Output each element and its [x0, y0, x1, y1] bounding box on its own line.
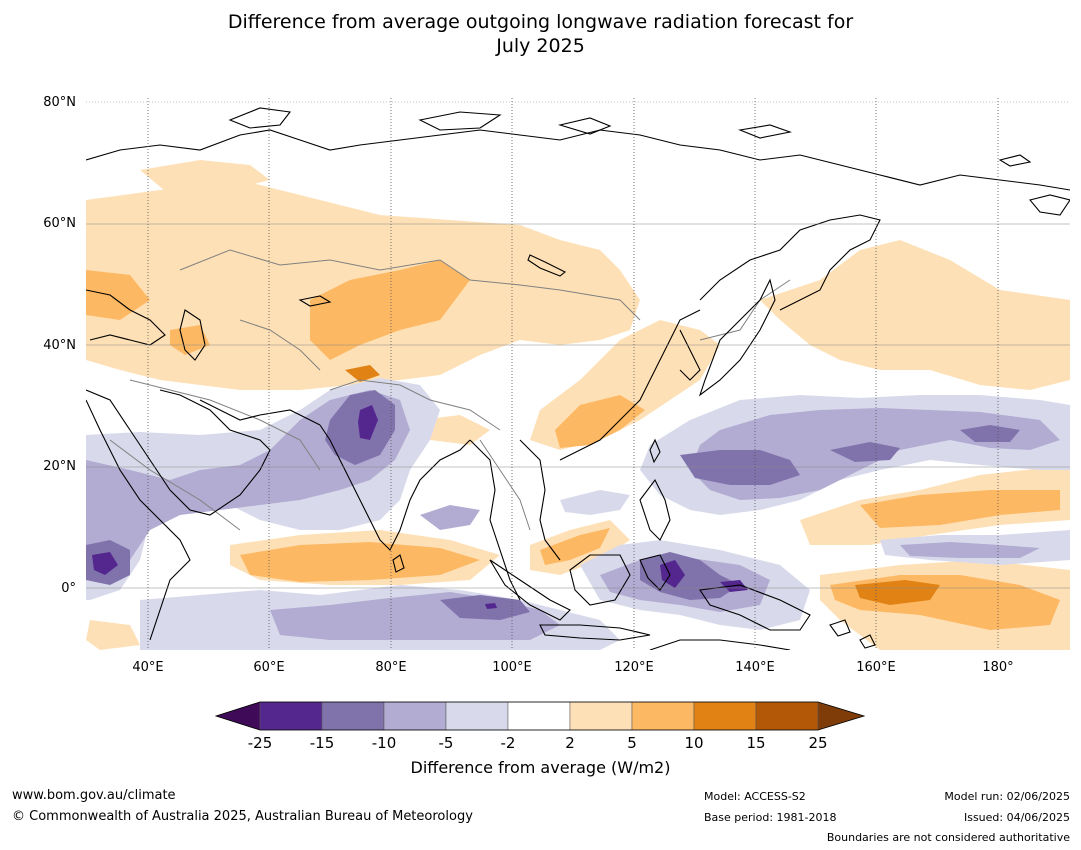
anomaly-positive-dark: [345, 365, 940, 605]
colorbar-outline: [214, 701, 866, 731]
latitude-gridlines: [86, 101, 1070, 589]
lon-label-80e: 80°E: [375, 660, 407, 675]
footer-model: Model: ACCESS-S2: [704, 790, 806, 803]
colorbar-tick: 2: [565, 734, 575, 752]
longitude-gridlines: [147, 98, 999, 650]
lat-label-20n: 20°N: [43, 459, 76, 474]
colorbar-tick: -5: [438, 734, 454, 752]
colorbar-tick: 15: [746, 734, 766, 752]
coastlines: [86, 107, 1070, 650]
lon-label-180: 180°: [982, 660, 1014, 675]
lat-label-80n: 80°N: [43, 95, 76, 110]
colorbar-bin: [259, 701, 323, 731]
country-borders: [109, 249, 791, 531]
colorbar-bin: [383, 701, 447, 731]
chart-title: Difference from average outgoing longwav…: [0, 10, 1081, 58]
footer-disclaimer: Boundaries are not considered authoritat…: [826, 831, 1070, 844]
colorbar-tick: 25: [808, 734, 828, 752]
colorbar-tick: -25: [247, 734, 273, 752]
footer-copyright: © Commonwealth of Australia 2025, Austra…: [12, 809, 473, 824]
colorbar-bin: [631, 701, 695, 731]
title-line-2: July 2025: [496, 35, 585, 57]
anomaly-positive-medium: [86, 260, 1060, 630]
colorbar-bin: [755, 701, 819, 731]
lon-label-160e: 160°E: [856, 660, 896, 675]
colorbar-tick: -15: [309, 734, 335, 752]
map-area: [86, 98, 1070, 650]
colorbar-bin: [569, 701, 633, 731]
lon-label-140e: 140°E: [735, 660, 775, 675]
footer-base-period: Base period: 1981-2018: [704, 811, 837, 824]
colorbar-label: Difference from average (W/m2): [410, 758, 671, 777]
title-line-1: Difference from average outgoing longwav…: [227, 11, 854, 33]
footer-issued: Issued: 04/06/2025: [963, 811, 1070, 824]
colorbar-bin: [507, 701, 571, 731]
colorbar-tick: -10: [371, 734, 397, 752]
lon-label-40e: 40°E: [132, 660, 164, 675]
colorbar-extend-low: [215, 701, 261, 731]
lat-label-40n: 40°N: [43, 338, 76, 353]
colorbar-bin: [321, 701, 385, 731]
footer-url: www.bom.gov.au/climate: [12, 788, 176, 803]
colorbar-tick: -2: [500, 734, 516, 752]
colorbar-extend-high: [817, 701, 865, 731]
colorbar-bin: [693, 701, 757, 731]
lon-label-60e: 60°E: [253, 660, 285, 675]
anomaly-negative-dark: [92, 405, 748, 609]
lat-label-60n: 60°N: [43, 216, 76, 231]
footer-model-run: Model run: 02/06/2025: [944, 790, 1070, 803]
colorbar-bin: [445, 701, 509, 731]
lon-label-120e: 120°E: [614, 660, 654, 675]
colorbar-tick: 5: [627, 734, 637, 752]
lon-label-100e: 100°E: [492, 660, 532, 675]
lat-label-0: 0°: [61, 581, 76, 596]
colorbar: [214, 701, 866, 731]
colorbar-tick: 10: [684, 734, 704, 752]
